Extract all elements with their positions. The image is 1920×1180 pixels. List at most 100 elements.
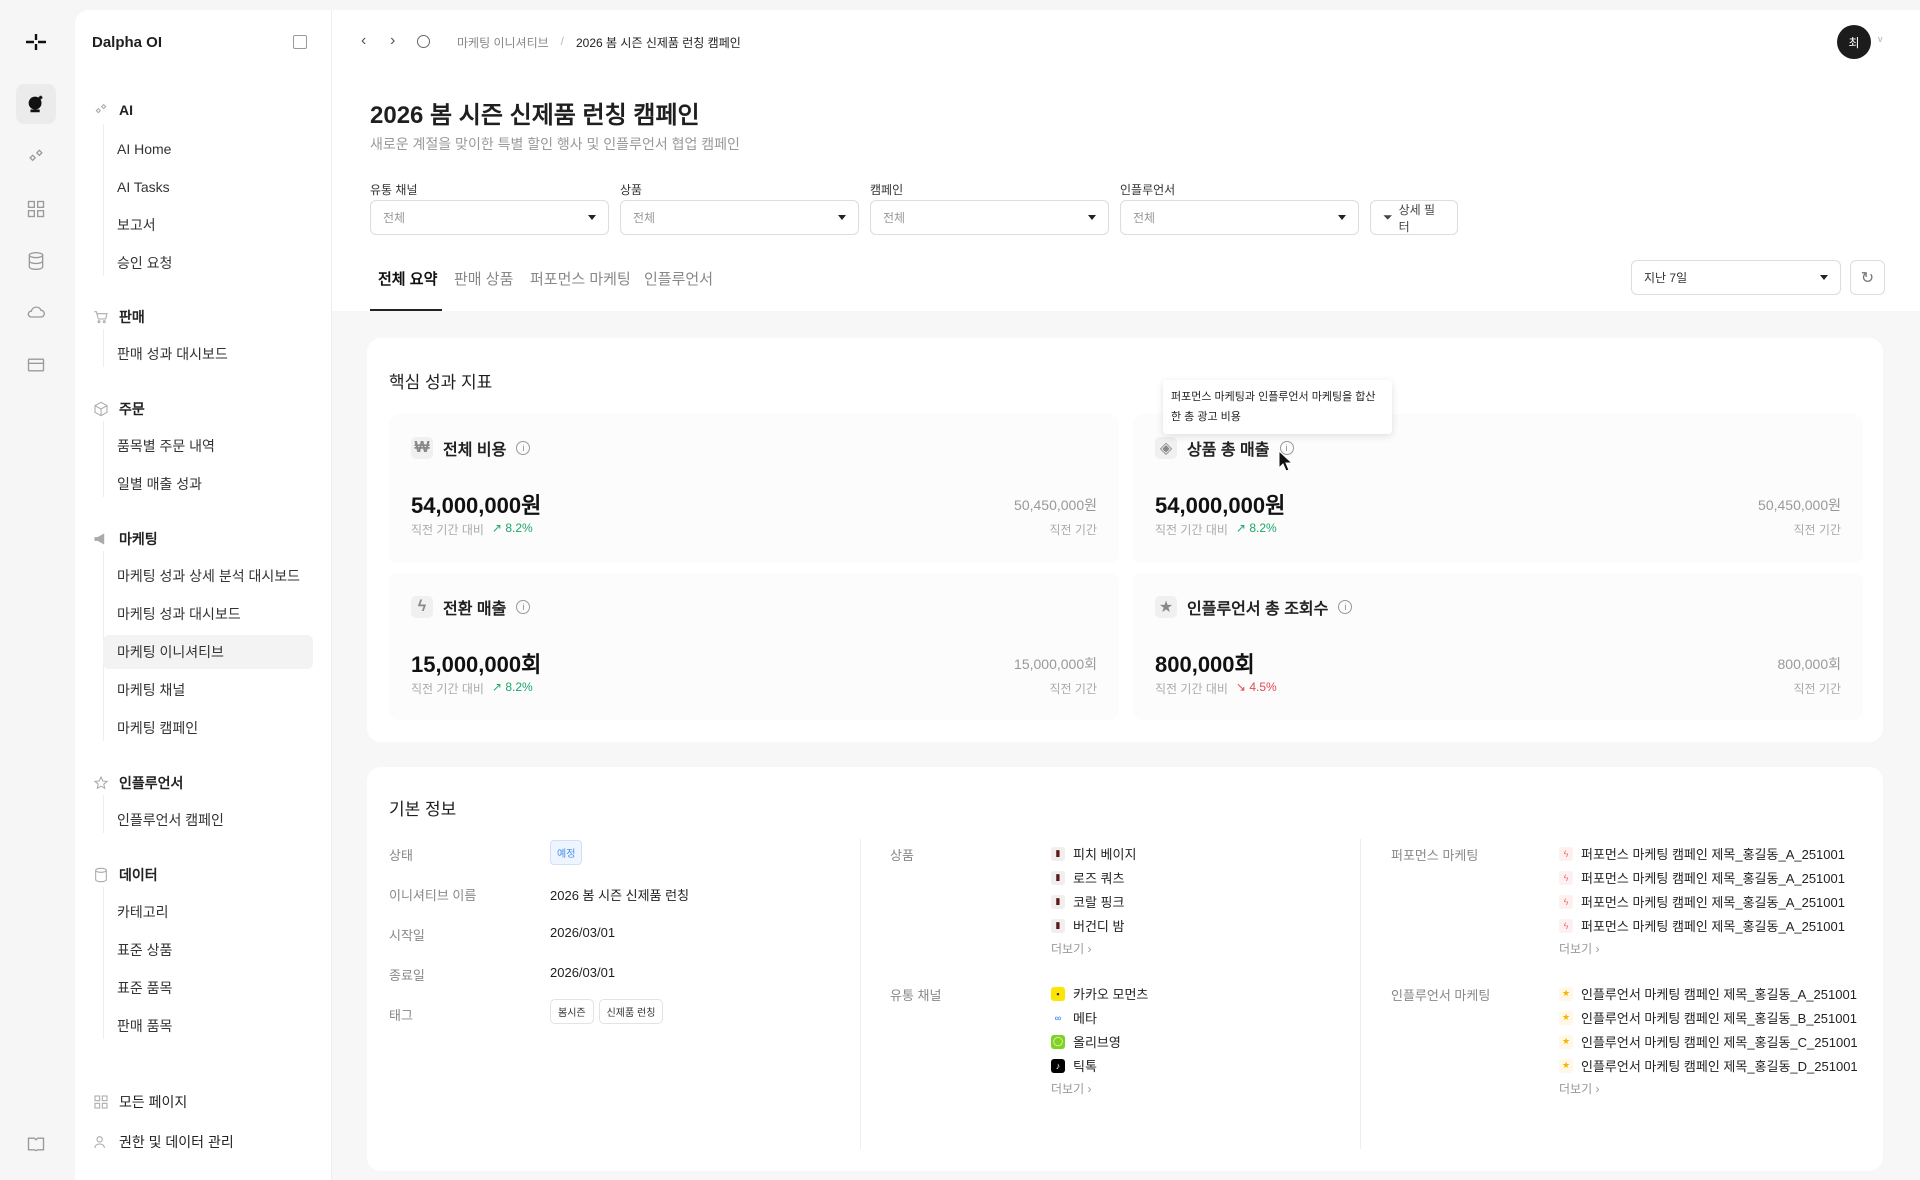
rail-card-icon[interactable] [16,345,56,385]
refresh-button[interactable]: ↻ [1850,260,1885,295]
collapse-sidebar-icon[interactable] [293,35,307,49]
rail-cloud-icon[interactable] [16,292,56,332]
info-icon[interactable]: i [1338,600,1353,614]
sidebar-section-5[interactable]: 데이터 [93,865,158,885]
kpi-label: 전체 비용 [443,442,507,459]
infl-label: 인플루언서 마케팅 [1391,988,1491,1003]
filter-select[interactable]: 전체 [870,200,1109,235]
kpi-compare-label: 직전 기간 대비 [411,523,484,537]
sidebar-item[interactable]: 마케팅 성과 상세 분석 대시보드 [117,568,300,584]
sidebar-item[interactable]: AI Home [117,141,172,157]
filter-select[interactable]: 전체 [1120,200,1359,235]
list-item[interactable]: ▮ 코랄 핑크 [1051,892,1124,911]
list-item[interactable]: ϟ 퍼포먼스 마케팅 캠페인 제목_홍길동_A_251001 [1559,844,1845,863]
more-link[interactable]: 더보기 › [1559,1082,1600,1096]
sidebar-item[interactable]: 표준 품목 [117,980,173,996]
list-item[interactable]: ▮ 피치 베이지 [1051,844,1136,863]
tab[interactable]: 전체 요약 [378,271,438,288]
star-icon: ★ [1559,986,1573,1001]
info-icon[interactable]: i [1279,441,1294,455]
grid-icon [94,1095,108,1109]
caret-down-icon [1088,215,1096,220]
list-item[interactable]: ★ 인플루언서 마케팅 캠페인 제목_홍길동_A_251001 [1559,984,1857,1003]
list-item[interactable]: ϟ 퍼포먼스 마케팅 캠페인 제목_홍길동_A_251001 [1559,916,1845,935]
sidebar-section-4[interactable]: 인플루언서 [93,773,183,793]
list-item[interactable]: ϟ 퍼포먼스 마케팅 캠페인 제목_홍길동_A_251001 [1559,892,1845,911]
list-item[interactable]: ϟ 퍼포먼스 마케팅 캠페인 제목_홍길동_A_251001 [1559,868,1845,887]
avatar[interactable]: 최 [1837,25,1871,59]
more-link[interactable]: 더보기 › [1051,1082,1092,1096]
sidebar-item-all-pages[interactable]: 모든 페이지 [93,1092,187,1112]
rail-ai-home-icon[interactable] [16,84,56,124]
tooltip: 퍼포먼스 마케팅과 인플루언서 마케팅을 합산한 총 광고 비용 [1163,380,1392,434]
list-item[interactable]: ★ 인플루언서 마케팅 캠페인 제목_홍길동_B_251001 [1559,1008,1857,1027]
breadcrumb-parent[interactable]: 마케팅 이니셔티브 [457,36,549,50]
sidebar-item[interactable]: 품목별 주문 내역 [117,438,215,454]
kpi-section-title: 핵심 성과 지표 [389,373,493,392]
more-link[interactable]: 더보기 › [1559,942,1600,956]
sidebar-item[interactable]: 승인 요청 [117,255,173,271]
more-link[interactable]: 더보기 › [1051,942,1092,956]
sidebar-section-1[interactable]: 판매 [93,307,145,327]
star-icon: ★ [1155,596,1177,618]
sidebar-item[interactable]: 카테고리 [117,904,169,920]
kpi-label: 인플루언서 총 조회수 [1187,601,1329,618]
list-item[interactable]: ▮ 버건디 밤 [1051,916,1124,935]
rail-database-icon[interactable] [16,241,56,281]
filter-icon: ⏷ [1383,210,1393,224]
kpi-section: 핵심 성과 지표 ₩ 전체 비용 i 54,000,000원 직전 기간 대비 ↗ 8… [367,338,1883,742]
sidebar-item[interactable]: 마케팅 성과 대시보드 [117,606,241,622]
filter-select[interactable]: 전체 [620,200,859,235]
list-item[interactable]: ◯ 올리브영 [1051,1034,1121,1050]
bolt-icon: ϟ [1559,870,1573,885]
tab[interactable]: 퍼포먼스 마케팅 [530,271,631,288]
info-icon[interactable]: i [516,600,531,614]
star-icon: ★ [1559,1058,1573,1073]
app-logo[interactable] [24,30,48,54]
tab[interactable]: 인플루언서 [644,271,714,288]
sidebar-item[interactable]: 마케팅 캠페인 [117,720,199,736]
sidebar-item[interactable]: 판매 성과 대시보드 [117,346,228,362]
sidebar-item[interactable]: 마케팅 채널 [117,682,186,698]
channel-logo-icon: ♪ [1051,1058,1065,1073]
sidebar-item[interactable]: 인플루언서 캠페인 [117,812,224,828]
list-item[interactable]: ★ 인플루언서 마케팅 캠페인 제목_홍길동_D_251001 [1559,1056,1858,1075]
info-icon[interactable]: i [516,441,531,455]
list-item[interactable]: ▮ 로즈 쿼츠 [1051,868,1124,887]
kpi-value: 15,000,000회 [411,652,542,677]
sidebar-section-2[interactable]: 주문 [93,399,145,419]
detail-filter-button[interactable]: ⏷ 상세 필터 [1370,200,1458,235]
sidebar-section-0[interactable]: AI [93,102,133,118]
sidebar-item[interactable]: 마케팅 이니셔티브 [103,635,313,669]
sidebar-item[interactable]: 판매 품목 [117,1018,173,1034]
sidebar-item[interactable]: AI Tasks [117,179,170,195]
list-item[interactable]: ♪ 틱톡 [1051,1056,1097,1075]
sparkle-icon [95,103,107,114]
sidebar-item-permissions[interactable]: 권한 및 데이터 관리 [93,1132,234,1152]
forward-button[interactable]: › [390,32,396,49]
kpi-prev-value: 800,000회 [1777,656,1842,672]
back-button[interactable]: ‹ [361,32,367,49]
kpi-card: ★ 인플루언서 총 조회수 i 800,000회 직전 기간 대비 ↘ 4.5% 80… [1133,573,1863,720]
start-date-label: 시작일 [389,928,425,943]
filter-select[interactable]: 전체 [370,200,609,235]
kpi-prev-value: 50,450,000원 [1014,497,1097,513]
history-icon[interactable] [417,35,430,48]
tab[interactable]: 판매 상품 [454,271,514,288]
rail-grid-icon[interactable] [16,189,56,229]
sidebar-item[interactable]: 보고서 [117,217,156,233]
list-item[interactable]: ∞ 메타 [1051,1008,1097,1027]
sidebar-item[interactable]: 일별 매출 성과 [117,476,203,492]
list-item[interactable]: ▪ 카카오 모먼츠 [1051,984,1148,1003]
filter-label: 인플루언서 [1120,183,1176,197]
app-name: Dalpha OI [92,34,163,51]
sidebar-section-3[interactable]: 마케팅 [93,529,158,549]
rail-book-icon[interactable] [16,1124,56,1164]
caret-down-icon [1820,275,1828,280]
sidebar-item[interactable]: 표준 상품 [117,942,173,958]
list-item[interactable]: ★ 인플루언서 마케팅 캠페인 제목_홍길동_C_251001 [1559,1032,1858,1051]
bolt-icon: ϟ [1559,918,1573,933]
period-select[interactable]: 지난 7일 [1631,260,1841,295]
rail-sparkle-icon[interactable] [16,137,56,177]
account-chevron-down-icon[interactable]: v [1878,34,1883,44]
